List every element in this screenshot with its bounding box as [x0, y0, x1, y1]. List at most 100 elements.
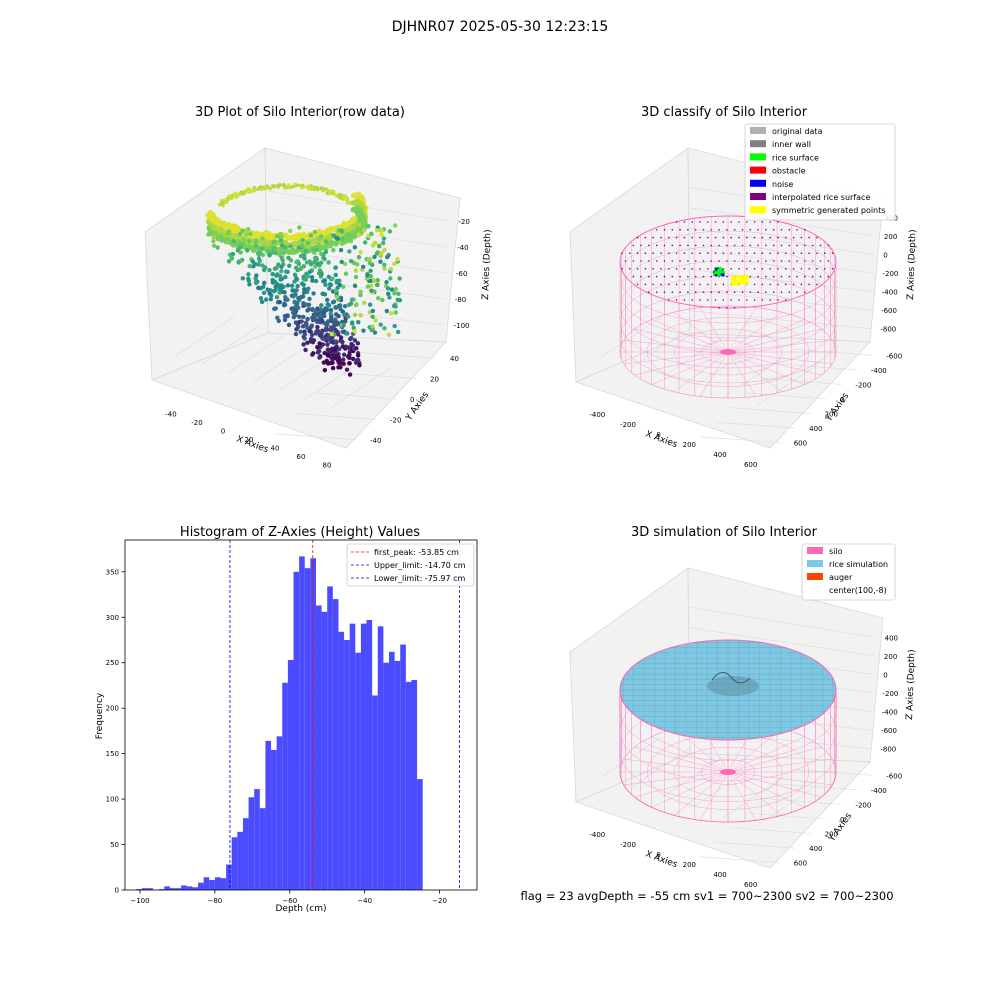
x-tick-label: 400	[713, 871, 726, 879]
grid-line	[776, 363, 857, 371]
interpolated-surface-point	[652, 236, 654, 239]
scatter-point	[333, 288, 338, 293]
scatter-point	[376, 295, 381, 301]
scatter-point	[360, 264, 366, 270]
y-tick-label: 200	[825, 411, 838, 419]
silo-floor-spoke	[651, 319, 729, 353]
scatter-point	[286, 255, 291, 261]
scatter-point	[369, 327, 374, 333]
scatter-point	[322, 350, 327, 356]
grid-line	[601, 316, 662, 358]
scatter-point	[305, 249, 310, 254]
histogram-ylabel: Frequency	[95, 692, 105, 739]
grid-line	[601, 736, 662, 778]
interpolated-surface-point	[808, 236, 810, 239]
scatter-point	[313, 255, 318, 261]
scatter-point	[302, 253, 307, 258]
interpolated-surface-point	[780, 244, 783, 247]
interpolated-surface-point	[707, 299, 709, 301]
scatter-point	[236, 259, 241, 265]
scatter-point	[250, 188, 254, 193]
x-tick-label: 0	[656, 431, 660, 439]
interpolated-surface-point	[640, 260, 642, 262]
histogram-bar	[136, 889, 142, 890]
interpolated-surface-point	[761, 283, 764, 286]
scatter-point	[355, 353, 361, 358]
scatter-point	[251, 248, 257, 253]
scatter-point	[316, 271, 322, 276]
interpolated-surface-point	[663, 260, 666, 262]
scatter-point	[333, 305, 338, 310]
interpolated-surface-point	[726, 229, 728, 231]
scatter-point	[343, 271, 349, 276]
grid-line	[200, 324, 262, 366]
interpolated-surface-point	[722, 236, 725, 239]
histogram-bar	[389, 651, 395, 890]
interpolated-surface-point	[687, 229, 689, 231]
silo-floor-spoke	[651, 351, 729, 385]
scatter-point	[311, 351, 316, 356]
histogram-bar	[214, 877, 221, 890]
scatter-point	[373, 318, 378, 323]
scatter-point	[382, 262, 387, 267]
scatter-point	[374, 228, 380, 233]
scatter-point	[349, 341, 354, 347]
scatter-point	[270, 280, 275, 285]
scatter-point	[240, 276, 246, 281]
histogram-bar	[332, 599, 339, 890]
interpolated-surface-point	[757, 291, 759, 294]
scatter-point	[315, 187, 320, 192]
z-tick-label: 0	[883, 671, 887, 679]
scatter-point	[287, 263, 292, 268]
scatter-point	[299, 319, 304, 324]
interpolated-surface-point	[765, 229, 767, 231]
silo-floor-spoke	[634, 328, 729, 353]
histogram-xlabel: Depth (cm)	[275, 904, 326, 914]
interpolated-surface-point	[730, 221, 732, 223]
x-tick-label: -200	[620, 421, 636, 429]
z-tick-label: 200	[884, 653, 897, 661]
interpolated-surface-point	[800, 268, 803, 270]
scatter-point	[278, 238, 284, 243]
y-tick-label: -20	[390, 416, 401, 424]
grid-line	[252, 341, 314, 383]
interpolated-surface-point	[644, 252, 647, 254]
interpolated-surface-point	[629, 268, 631, 270]
histogram-bar	[366, 620, 373, 890]
x-tick-label: -20	[191, 419, 202, 427]
histogram-bar	[304, 568, 311, 890]
scatter-point	[319, 318, 325, 323]
scatter-point	[305, 325, 310, 330]
silo-floor-spoke	[727, 319, 805, 353]
interpolated-surface-point	[702, 229, 705, 231]
y-tick-label: 0	[115, 887, 119, 895]
silo-floor-spoke	[727, 351, 805, 385]
silo-floor-spoke	[673, 351, 729, 393]
grid-line	[631, 746, 693, 788]
grid-line	[754, 786, 815, 828]
scatter-point	[285, 297, 290, 302]
silo-floor-spoke	[623, 339, 729, 353]
z-tick-label: -100	[454, 322, 470, 330]
scatter-point	[305, 316, 310, 322]
scatter-point	[256, 252, 262, 257]
interpolated-surface-point	[749, 244, 752, 247]
grid-line	[355, 351, 437, 359]
scatter-point	[348, 301, 354, 306]
scatter-point	[384, 308, 390, 314]
scatter-point	[315, 324, 320, 330]
scatter-point	[211, 238, 216, 244]
scatter-point	[238, 250, 243, 255]
scatter-point	[287, 183, 291, 187]
interpolated-surface-point	[699, 221, 701, 223]
histogram-bar	[383, 662, 389, 890]
interpolated-surface-point	[761, 268, 764, 270]
panel-raw-3d-points	[205, 182, 403, 377]
scatter-point	[267, 267, 272, 273]
legend-swatch	[750, 166, 766, 174]
scatter-point	[312, 229, 318, 235]
x-tick-label: −40	[357, 897, 372, 905]
scatter-point	[380, 297, 385, 303]
scatter-point	[388, 266, 394, 272]
scatter-point	[335, 236, 341, 241]
